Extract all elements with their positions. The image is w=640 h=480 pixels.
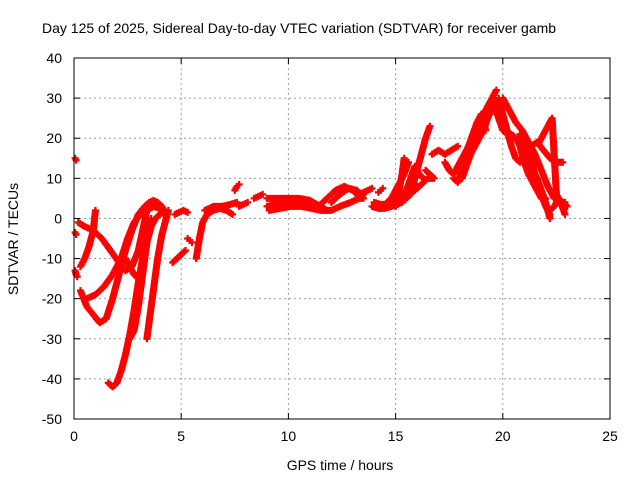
data-point-arc-ab xyxy=(426,122,434,130)
y-tick-label: 20 xyxy=(46,130,62,146)
y-tick-label: -20 xyxy=(42,291,62,307)
data-point-arc-s xyxy=(259,190,267,198)
data-point-arc-o xyxy=(229,210,237,218)
data-point-arc-d xyxy=(91,206,99,214)
data-point-arc-n xyxy=(188,239,196,247)
y-tick-label: 40 xyxy=(46,50,62,66)
data-point-arc-ad xyxy=(400,154,408,162)
data-point-arc-k xyxy=(134,275,142,283)
data-point-arc-as xyxy=(563,202,571,210)
data-point-arc-y xyxy=(368,184,376,192)
data-point-arc-am xyxy=(559,158,567,166)
data-point-arc-l xyxy=(181,247,189,255)
chart-title: Day 125 of 2025, Sidereal Day-to-day VTE… xyxy=(42,20,556,36)
data-point-arc-p xyxy=(233,198,241,206)
data-point-arc-m xyxy=(184,208,192,216)
y-tick-label: 30 xyxy=(46,90,62,106)
y-tick-label: -30 xyxy=(42,331,62,347)
data-point-arc-q xyxy=(235,180,243,188)
data-point-arc-j xyxy=(164,206,172,214)
x-tick-label: 5 xyxy=(177,428,185,444)
y-tick-label: -40 xyxy=(42,371,62,387)
x-tick-label: 15 xyxy=(388,428,404,444)
y-tick-label: -50 xyxy=(42,411,62,427)
x-tick-label: 0 xyxy=(70,428,78,444)
data-point-arc-ah xyxy=(454,142,462,150)
x-tick-label: 20 xyxy=(495,428,511,444)
x-tick-label: 25 xyxy=(602,428,618,444)
y-axis-label: SDTVAR / TECUs xyxy=(5,183,21,295)
data-point-arc-x xyxy=(359,194,367,202)
grid-lines xyxy=(74,58,610,419)
data-point-arc-z xyxy=(379,184,387,192)
data-point-arc-b xyxy=(73,273,81,281)
axis-ticks: 0 5 10 15 20 25 -50 -40 -30 -20 -10 0 10 20 30 40 xyxy=(42,50,618,444)
plot-frame xyxy=(73,57,611,420)
data-point-arc-ar xyxy=(561,210,569,218)
y-tick-label: 0 xyxy=(54,210,62,226)
x-tick-label: 10 xyxy=(281,428,297,444)
data-point-arc-r xyxy=(244,198,252,206)
y-tick-label: 10 xyxy=(46,170,62,186)
data-marks xyxy=(71,86,571,391)
data-point-arc-aq xyxy=(546,214,554,222)
y-tick-label: -10 xyxy=(42,251,62,267)
x-axis-label: GPS time / hours xyxy=(287,457,394,473)
data-point-arc-al xyxy=(482,126,490,134)
data-point-arc-ag xyxy=(430,174,438,182)
data-point-arc-ak xyxy=(486,110,494,118)
data-point-arc-ai xyxy=(492,86,500,94)
